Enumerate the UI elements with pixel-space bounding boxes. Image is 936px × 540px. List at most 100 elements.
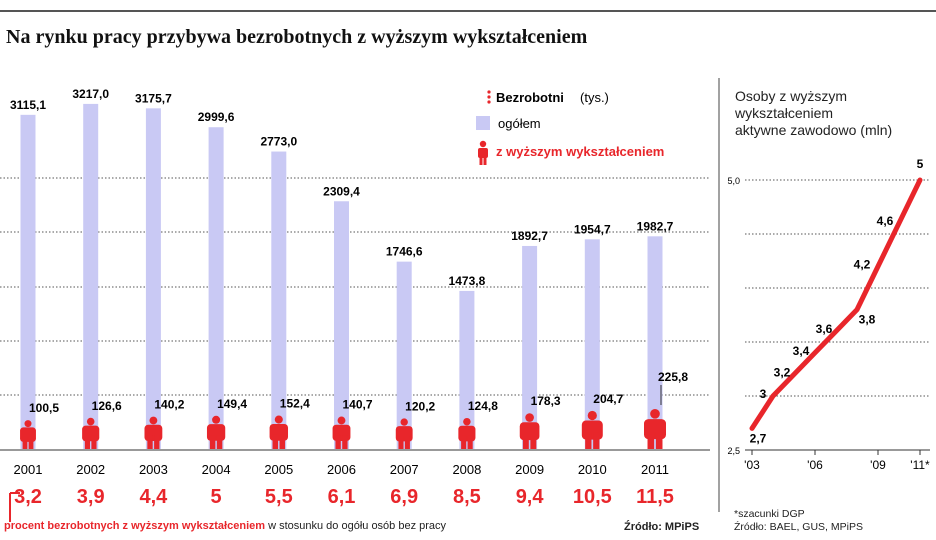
x-tick-label: 2002	[76, 462, 105, 477]
legend-total-label: ogółem	[498, 116, 541, 131]
page-title: Na rynku pracy przybywa bezrobotnych z w…	[6, 26, 588, 48]
bar-total	[334, 201, 349, 449]
data-label-total: 1982,7	[637, 219, 674, 233]
person-figure	[144, 416, 163, 449]
bar-series-higher: 100,5 126,6 140,2 149,4 152,4 140,7 120,2 124,8…	[20, 370, 688, 449]
person-figure	[20, 420, 36, 449]
person-head	[274, 415, 283, 424]
x-tick-label: 2003	[139, 462, 168, 477]
person-figure	[395, 418, 413, 449]
data-label-total: 1954,7	[574, 222, 611, 236]
top-rule	[0, 10, 936, 12]
data-label-total: 1473,8	[449, 274, 486, 288]
person-body	[269, 423, 289, 441]
data-label-total: 1892,7	[511, 229, 548, 243]
right-x-tick-label: '11*	[910, 458, 930, 472]
legend-unit: (tys.)	[580, 90, 609, 105]
person-leg	[91, 435, 97, 449]
series-line	[749, 177, 923, 431]
percent-value: 10,5	[573, 486, 612, 508]
legend-dots-icon	[487, 90, 491, 104]
percent-value: 9,4	[516, 486, 545, 508]
data-label-total: 2309,4	[323, 184, 360, 198]
person-figure	[206, 415, 226, 449]
person-body	[581, 420, 603, 440]
data-label-total: 1746,6	[386, 245, 423, 259]
bar-total	[522, 245, 538, 449]
percent-row: 3,2 3,9 4,4 5 5,5 6,1 6,9 8,5 9,4 10,5 11,5	[14, 486, 674, 508]
line-data-label: 3,8	[859, 313, 876, 327]
person-leg	[335, 435, 341, 449]
source-left: Źródło: MPiPS	[624, 521, 700, 533]
right-note: *szacunki DGP	[734, 508, 805, 520]
data-label-total: 3115,1	[10, 98, 46, 112]
right-title-line-2: wykształceniem	[735, 105, 834, 121]
person-head	[337, 416, 346, 425]
data-label-higher: 152,4	[280, 397, 310, 411]
right-x-tick-label: '09	[870, 458, 886, 472]
data-label-higher: 225,8	[658, 370, 688, 384]
legend: Bezrobotni (tys.) ogółem z wyższym wyksz…	[476, 90, 664, 165]
x-tick-label: 2011	[641, 462, 669, 477]
data-label-higher: 178,3	[531, 394, 561, 408]
person-leg	[461, 435, 467, 449]
percent-value: 3,2	[14, 486, 42, 508]
percent-value: 5,5	[265, 486, 293, 508]
bar-series-total: 3115,1 3217,0 3175,7 2999,6 2773,0 2309,4 1746…	[10, 87, 674, 450]
right-gridlines: 5,0 2,5	[727, 176, 930, 456]
footer-caption-red: procent bezrobotnych z wyższym wykształc…	[4, 520, 266, 532]
right-x-tick-label: '06	[807, 458, 823, 472]
person-head	[212, 415, 221, 424]
data-label-total: 2999,6	[198, 110, 235, 124]
person-body	[395, 426, 413, 442]
bar-total	[208, 127, 224, 449]
line-data-label: 3,2	[774, 365, 791, 379]
x-tick-label: 2005	[264, 462, 293, 477]
line-data-label: 4,6	[877, 214, 894, 228]
person-leg	[22, 436, 28, 449]
person-body	[458, 425, 476, 442]
footer-caption-black: w stosunku do ogółu osób bez pracy	[268, 520, 447, 532]
right-panel-title: Osoby z wyższym wykształceniem aktywne z…	[735, 88, 892, 139]
person-head	[650, 409, 660, 419]
percent-value: 6,9	[390, 486, 418, 508]
right-source: Źródło: BAEL, GUS, MPiPS	[734, 521, 863, 533]
x-tick-label: 2009	[515, 462, 544, 477]
data-label-higher: 100,5	[29, 401, 59, 415]
bar-total	[20, 114, 36, 450]
line-data-label: 5	[917, 157, 924, 171]
person-head	[525, 413, 534, 422]
legend-person-icon	[478, 140, 488, 165]
person-head	[400, 418, 408, 426]
line-data-label: 2,7	[750, 431, 767, 445]
legend-higher-label: z wyższym wykształceniem	[496, 144, 664, 159]
data-label-higher: 204,7	[593, 392, 623, 406]
person-leg	[467, 435, 473, 449]
footer-caption: procent bezrobotnych z wyższym wykształc…	[4, 520, 446, 532]
x-tick-label: 2001	[14, 462, 43, 477]
line-data-label: 3,6	[816, 322, 833, 336]
right-x-axis: '03 '06 '09 '11*	[744, 450, 930, 472]
person-leg	[647, 432, 655, 449]
person-figure	[581, 410, 603, 449]
data-label-higher: 124,8	[468, 399, 498, 413]
person-body	[20, 427, 36, 442]
person-figure	[644, 409, 666, 449]
person-leg	[209, 435, 216, 449]
x-axis: 2001 2002 2003 2004 2005 2006 2007 2008 2009 2010…	[14, 462, 669, 477]
x-tick-label: 2010	[578, 462, 607, 477]
person-leg	[593, 432, 600, 449]
person-figure	[82, 417, 100, 449]
person-leg	[28, 436, 34, 449]
person-leg	[147, 435, 153, 449]
person-head	[24, 420, 32, 428]
data-label-higher: 120,2	[405, 399, 435, 413]
percent-value: 6,1	[328, 486, 356, 508]
data-label-higher: 149,4	[217, 397, 247, 411]
person-leg	[216, 435, 223, 449]
bar-total	[396, 261, 412, 449]
percent-value: 11,5	[636, 486, 674, 508]
person-figure	[269, 415, 289, 449]
person-body	[144, 424, 163, 441]
